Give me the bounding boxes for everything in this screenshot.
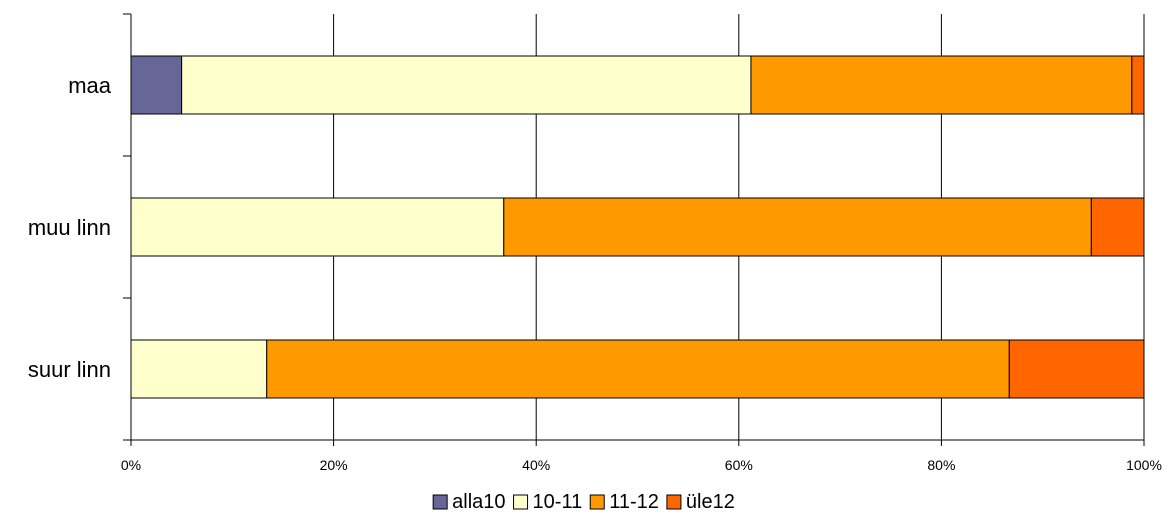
category-label: maa <box>68 73 112 98</box>
bar-segment <box>503 197 1092 257</box>
x-tick-label: 40% <box>522 457 550 473</box>
bars <box>130 55 1145 399</box>
axes <box>123 13 1145 446</box>
legend: alla10 10-11 11-12 üle12 <box>432 491 735 513</box>
x-tick-label: 100% <box>1126 457 1162 473</box>
legend-item: alla10 <box>432 491 506 513</box>
legend-swatch <box>513 494 529 510</box>
bar-segment <box>750 55 1133 115</box>
legend-label: üle12 <box>686 491 735 513</box>
bar-segment <box>1008 339 1145 399</box>
bar-segment <box>130 197 505 257</box>
category-labels: maa muu linn suur linn <box>28 73 112 382</box>
category-label: muu linn <box>28 215 111 240</box>
legend-label: 11-12 <box>609 491 659 513</box>
category-label: suur linn <box>28 357 111 382</box>
legend-item: 11-12 <box>589 491 659 513</box>
legend-item: üle12 <box>666 491 735 513</box>
bar-segment <box>266 339 1010 399</box>
bar-segment <box>1131 55 1145 115</box>
legend-swatch <box>666 494 682 510</box>
bar-segment <box>181 55 752 115</box>
legend-swatch <box>589 494 605 510</box>
x-tick-label: 0% <box>121 457 141 473</box>
legend-item: 10-11 <box>513 491 583 513</box>
bar-segment <box>1090 197 1145 257</box>
x-tick-label: 80% <box>927 457 955 473</box>
legend-swatch <box>432 494 448 510</box>
legend-label: alla10 <box>452 491 505 513</box>
bar-segment <box>130 339 268 399</box>
x-tick-label: 60% <box>725 457 753 473</box>
legend-label: 10-11 <box>533 491 583 513</box>
x-tick-label: 20% <box>320 457 348 473</box>
bar-segment <box>130 55 183 115</box>
x-tick-labels: 0% 20% 40% 60% 80% 100% <box>121 457 1162 473</box>
